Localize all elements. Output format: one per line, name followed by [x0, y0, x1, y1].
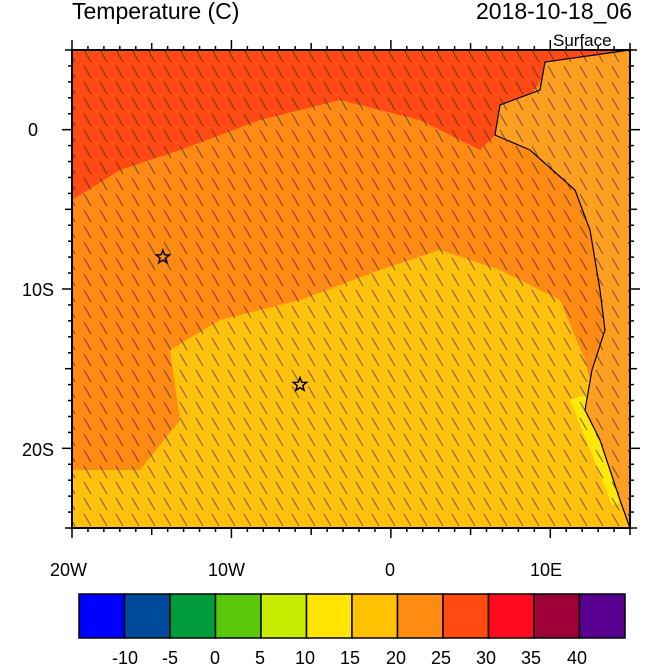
colorbar-label: 15 [339, 648, 361, 668]
colorbar-box [214, 593, 262, 639]
colorbar-box [396, 593, 444, 639]
colorbar-box [260, 593, 308, 639]
colorbar-box [442, 593, 490, 639]
colorbar-label: 5 [254, 648, 266, 668]
x-tick-label: 10E [530, 560, 563, 580]
x-tick-label: 0 [385, 560, 396, 580]
y-tick-label: 20S [22, 440, 55, 460]
colorbar-box [305, 593, 353, 639]
x-tick-label: 20W [50, 560, 88, 580]
colorbar-label: 0 [209, 648, 221, 668]
y-tick-label: 0 [28, 120, 39, 140]
colorbar-box [169, 593, 217, 639]
colorbar-box [578, 593, 626, 639]
station-star-marker [291, 375, 309, 393]
station-markers [154, 247, 309, 393]
temperature-field [72, 50, 630, 528]
x-tick-label: 10W [208, 560, 246, 580]
colorbar-box [351, 593, 399, 639]
valid-datetime: 2018-10-18_06 [475, 0, 632, 24]
colorbar-label: 10 [294, 648, 316, 668]
colorbar [78, 593, 626, 639]
colorbar-box [78, 593, 126, 639]
colorbar-label: 35 [520, 648, 542, 668]
colorbar-label: 25 [430, 648, 452, 668]
colorbar-label: 30 [475, 648, 497, 668]
station-star-marker [154, 247, 172, 265]
tick-marks [62, 40, 640, 538]
colorbar-label: 20 [385, 648, 407, 668]
wind-barbs [72, 50, 630, 528]
colorbar-label: -10 [111, 648, 139, 668]
colorbar-box [123, 593, 171, 639]
colorbar-box [487, 593, 535, 639]
y-tick-label: 10S [22, 280, 55, 300]
colorbar-label: -5 [161, 648, 179, 668]
colorbar-label: 40 [566, 648, 588, 668]
chart-title: Temperature (C) [72, 0, 240, 24]
colorbar-box [533, 593, 581, 639]
level-label: Surface [553, 31, 612, 50]
